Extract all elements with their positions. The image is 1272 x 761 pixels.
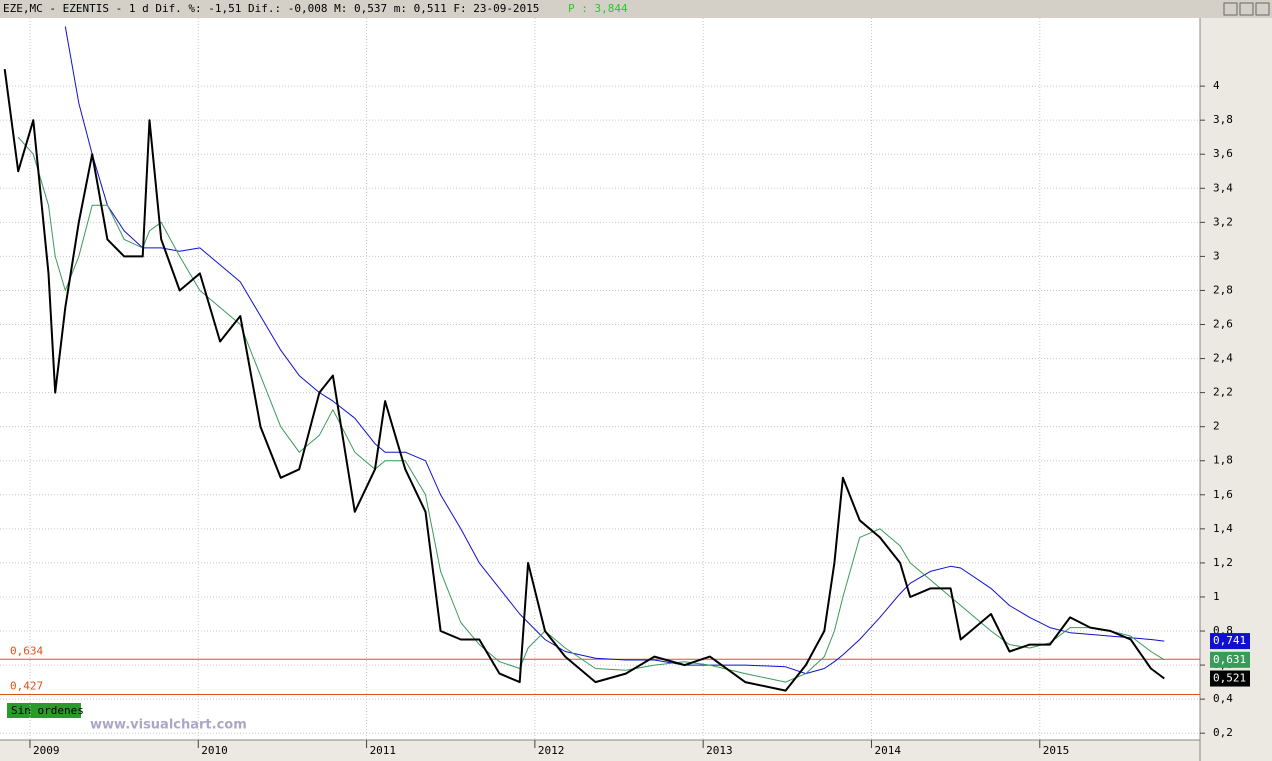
series-line xyxy=(3,68,1165,692)
x-axis-panel xyxy=(0,740,1200,761)
last-value-label: 0,741 xyxy=(1213,634,1246,647)
last-value-box xyxy=(1210,670,1250,687)
x-tick-label: 2015 xyxy=(1043,744,1070,757)
y-tick-label: 1,2 xyxy=(1213,556,1233,569)
y-tick-label: 1,4 xyxy=(1213,522,1233,535)
x-tick-label: 2010 xyxy=(201,744,228,757)
y-tick-label: 3,2 xyxy=(1213,215,1233,228)
x-tick-label: 2009 xyxy=(33,744,60,757)
y-tick-label: 2 xyxy=(1213,420,1220,433)
chart-title: EZE,MC - EZENTIS - 1 d Dif. %: -1,51 Dif… xyxy=(3,2,539,15)
watermark: www.visualchart.com xyxy=(90,718,247,733)
y-tick-label: 2,4 xyxy=(1213,352,1233,365)
series-line xyxy=(17,136,1165,683)
x-tick-label: 2011 xyxy=(370,744,397,757)
series-line xyxy=(64,26,1165,675)
last-value-box xyxy=(1210,651,1250,668)
y-tick-label: 4 xyxy=(1213,79,1220,92)
y-tick-label: 3,8 xyxy=(1213,113,1233,126)
last-value-box xyxy=(1210,633,1250,650)
y-tick-label: 0,2 xyxy=(1213,726,1233,739)
x-tick-label: 2012 xyxy=(538,744,565,757)
y-tick-label: 3,4 xyxy=(1213,181,1233,194)
y-tick-label: 3 xyxy=(1213,249,1220,262)
y-tick-label: 2,6 xyxy=(1213,318,1233,331)
level-label: 0,427 xyxy=(10,680,43,693)
minimize-button[interactable] xyxy=(1223,2,1238,16)
x-tick-label: 2013 xyxy=(706,744,733,757)
y-tick-label: 1,8 xyxy=(1213,454,1233,467)
last-value-label: 0,631 xyxy=(1213,653,1246,666)
y-tick-label: 1,6 xyxy=(1213,488,1233,501)
y-tick-label: 3,6 xyxy=(1213,147,1233,160)
header-bar xyxy=(0,0,1272,18)
window-buttons[interactable] xyxy=(1223,2,1270,16)
y-tick-label: 0,4 xyxy=(1213,692,1233,705)
y-axis-panel xyxy=(1200,18,1272,761)
y-tick-label: 1 xyxy=(1213,590,1220,603)
x-tick-label: 2014 xyxy=(874,744,901,757)
last-price: P : 3,844 xyxy=(568,2,628,15)
order-status: Sin ordenes xyxy=(11,704,84,717)
close-button[interactable] xyxy=(1255,2,1270,16)
y-tick-label: 2,8 xyxy=(1213,283,1233,296)
level-label: 0,634 xyxy=(10,644,43,657)
order-status-box xyxy=(7,703,81,718)
y-tick-label: 2,2 xyxy=(1213,386,1233,399)
maximize-button[interactable] xyxy=(1239,2,1254,16)
last-value-label: 0,521 xyxy=(1213,672,1246,685)
